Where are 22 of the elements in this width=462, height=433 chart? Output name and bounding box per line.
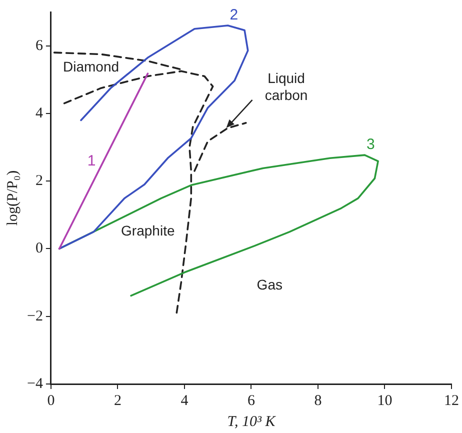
annotation: Gas [256, 276, 282, 293]
y-tick-label: −4 [26, 376, 44, 392]
y-tick-label: 0 [35, 240, 43, 257]
x-tick-label: 6 [247, 392, 256, 409]
series-label: 2 [230, 6, 238, 24]
series-label: 3 [366, 136, 375, 154]
y-axis-title: log(P/P₀) [4, 170, 21, 226]
annotation: Diamond [63, 58, 120, 74]
x-tick-label: 12 [444, 392, 459, 409]
x-axis-title: T, 10³ K [227, 414, 276, 430]
y-tick-label: 6 [35, 38, 44, 54]
x-tick-label: 2 [114, 392, 122, 409]
y-tick-label: 4 [35, 105, 44, 122]
y-tick-label: −2 [26, 308, 43, 324]
x-tick-label: 4 [180, 392, 189, 409]
x-tick-label: 8 [314, 392, 322, 409]
y-tick-label: 2 [35, 173, 43, 190]
annotation: Graphite [121, 222, 175, 239]
series-label: 1 [87, 152, 96, 170]
annotation: Liquid carbon [264, 70, 308, 104]
x-tick-label: 10 [377, 392, 392, 409]
x-tick-label: 0 [47, 392, 55, 409]
